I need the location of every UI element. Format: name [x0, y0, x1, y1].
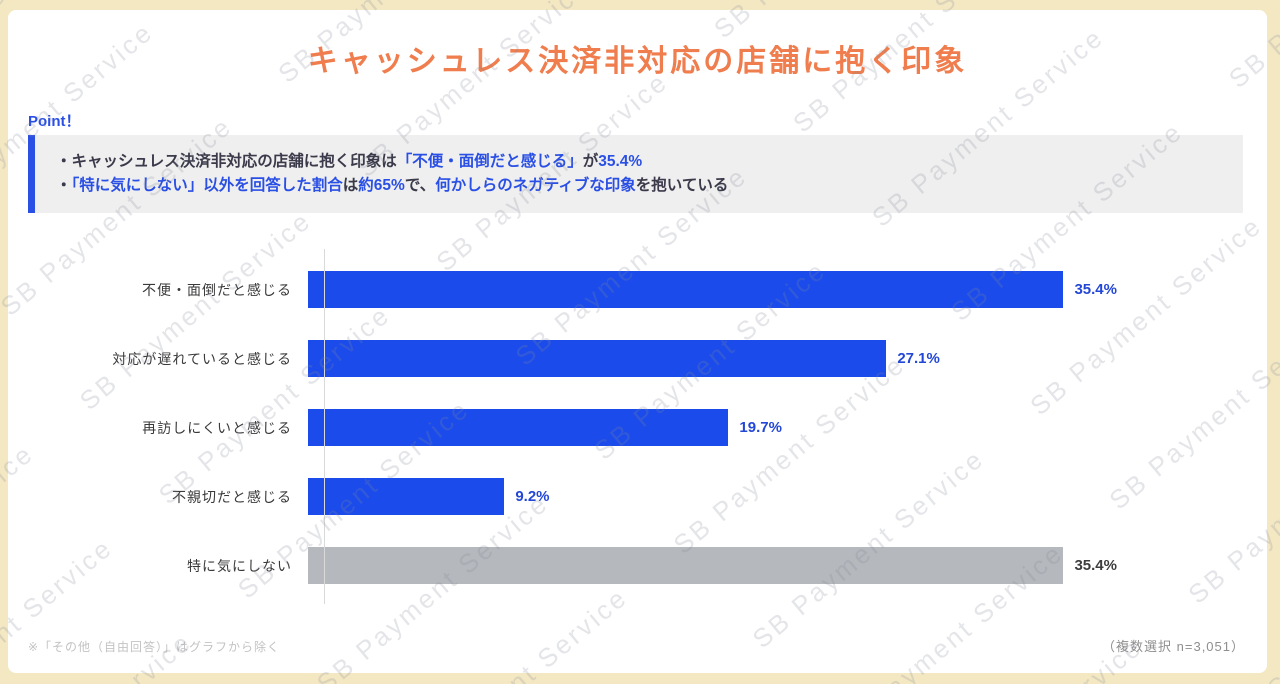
point-text-segment: ・キャッシュレス決済非対応の店舗に抱く印象は [56, 153, 397, 170]
point-text-segment: で、 [404, 177, 436, 194]
point-text-segment: 何かしらのネガティブな印象 [435, 177, 636, 194]
bar-plot-area: 27.1% [308, 340, 1247, 377]
bar-row: 対応が遅れていると感じる 27.1% [28, 324, 1247, 393]
bar-value-label: 35.4% [1074, 281, 1117, 298]
point-section: Point！ ・キャッシュレス決済非対応の店舗に抱く印象は「不便・面倒だと感じる… [28, 110, 1243, 213]
bar-value-label: 19.7% [739, 419, 782, 436]
bar-plot-area: 9.2% [308, 478, 1247, 515]
bar-value-label: 9.2% [515, 488, 550, 505]
bar-plot-area: 19.7% [308, 409, 1247, 446]
bar-value-label: 35.4% [1074, 557, 1117, 574]
bar-category-label: 不便・面倒だと感じる [142, 281, 292, 298]
bar [308, 340, 887, 377]
bar-value-label: 27.1% [897, 350, 940, 367]
bar [308, 547, 1064, 584]
bar-category-label: 特に気にしない [187, 557, 292, 574]
bar [308, 409, 729, 446]
footnotes: ※「その他（自由回答）」はグラフから除く （複数選択 n=3,051） [28, 636, 1245, 655]
watermark-text: SB Payment Service [469, 676, 713, 684]
bar-row: 不親切だと感じる 9.2% [28, 462, 1247, 531]
point-text-segment: 「特に気にしない」以外を回答した割合 [71, 177, 343, 194]
footnote-exclusion: ※「その他（自由回答）」はグラフから除く [28, 640, 281, 654]
page-title: キャッシュレス決済非対応の店舗に抱く印象 [307, 45, 968, 78]
point-line: ・「特に気にしない」以外を回答した割合は約65%で、何かしらのネガティブな印象を… [56, 174, 1227, 198]
bar-category-label: 対応が遅れていると感じる [112, 350, 292, 367]
chart-card: キャッシュレス決済非対応の店舗に抱く印象 Point！ ・キャッシュレス決済非対… [8, 10, 1267, 673]
y-axis-line [324, 249, 325, 604]
point-line: ・キャッシュレス決済非対応の店舗に抱く印象は「不便・面倒だと感じる」が35.4% [56, 150, 1227, 174]
bar [308, 478, 505, 515]
point-text-segment: 約65% [358, 177, 405, 194]
bar-row: 再訪しにくいと感じる 19.7% [28, 393, 1247, 462]
point-text-segment: 「不便・面倒だと感じる」 [396, 153, 583, 170]
bar-plot-area: 35.4% [308, 547, 1247, 584]
bar-row: 不便・面倒だと感じる 35.4% [28, 255, 1247, 324]
bar-category-label: 不親切だと感じる [172, 488, 292, 505]
point-text-segment: 35.4% [598, 153, 643, 170]
bar-chart: 不便・面倒だと感じる 35.4% 対応が遅れていると感じる 27.1% 再訪しにくいと感… [28, 249, 1247, 604]
point-text-segment: が [582, 153, 599, 170]
bar [308, 271, 1064, 308]
point-heading: Point！ [28, 113, 81, 130]
point-text-segment: は [342, 177, 359, 194]
point-summary-box: ・キャッシュレス決済非対応の店舗に抱く印象は「不便・面倒だと感じる」が35.4%… [28, 135, 1243, 213]
point-text-segment: ・ [56, 177, 72, 194]
bar-row: 特に気にしない 35.4% [28, 531, 1247, 600]
watermark-text: SB Payment Service [0, 0, 1, 40]
bar-plot-area: 35.4% [308, 271, 1247, 308]
bar-category-label: 再訪しにくいと感じる [142, 419, 292, 436]
footnote-sample-size: （複数選択 n=3,051） [1102, 639, 1245, 654]
point-text-segment: を抱いている [635, 177, 729, 194]
